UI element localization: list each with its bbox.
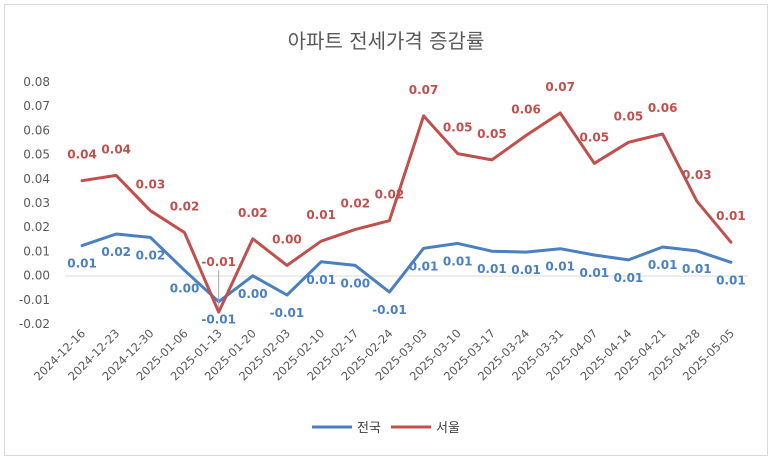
- legend-label-series-2: 서울: [436, 421, 460, 436]
- legend-label-series-1: 전국: [357, 421, 381, 436]
- data-label-series-1: 0.01: [545, 260, 575, 274]
- chart-frame: [4, 4, 768, 456]
- x-axis: 2024-12-162024-12-232024-12-302025-01-06…: [31, 326, 737, 383]
- data-label-series-1: 0.01: [716, 273, 746, 287]
- data-label-series-1: -0.01: [270, 306, 305, 320]
- data-labels-group: 0.010.02 0.020.00-0.010.00-0.010.01 0.00-0…: [67, 80, 745, 327]
- y-tick-label: 0.01: [23, 244, 50, 258]
- data-label-series-1: 0.01: [67, 257, 97, 271]
- legend: 전국 서울: [312, 421, 460, 436]
- data-label-series-2: 0.00: [272, 232, 302, 246]
- data-label-series-2: 0.07: [409, 83, 439, 97]
- data-label-series-1: 0.02: [136, 248, 166, 262]
- data-label-series-2: 0.03: [136, 178, 166, 192]
- data-label-series-2: 0.02: [340, 196, 370, 210]
- y-tick-label: -0.02: [19, 317, 50, 331]
- data-label-series-1: 0.00: [170, 281, 200, 295]
- y-tick-label: 0.00: [23, 269, 50, 283]
- data-label-series-2: 0.04: [67, 148, 97, 162]
- data-label-series-1: 0.01: [580, 266, 610, 280]
- data-label-series-2: 0.07: [545, 80, 575, 94]
- y-tick-label: -0.01: [19, 293, 50, 307]
- y-tick-label: 0.03: [23, 196, 50, 210]
- data-label-series-2: 0.04: [101, 142, 131, 156]
- data-label-series-2: 0.03: [682, 168, 712, 182]
- data-label-series-2: 0.05: [477, 127, 507, 141]
- series-line-1: [80, 232, 733, 304]
- y-axis: 0.08 0.07 0.06 0.05 0.04 0.03 0.02 0.01 0.00 -0.0…: [19, 75, 50, 331]
- data-label-series-1: 0.00: [340, 276, 370, 290]
- data-label-series-1: 0.01: [682, 262, 712, 276]
- data-label-series-1: 0.01: [614, 271, 644, 285]
- data-label-series-1: 0.00: [238, 287, 268, 301]
- data-label-series-1: 0.01: [306, 273, 336, 287]
- data-label-series-2: 0.05: [614, 109, 644, 123]
- y-tick-label: 0.08: [23, 75, 50, 89]
- data-label-series-2: 0.02: [238, 206, 268, 220]
- y-tick-label: 0.02: [23, 220, 50, 234]
- y-tick-label: 0.06: [23, 123, 50, 137]
- data-label-series-2: 0.02: [375, 188, 405, 202]
- series-line-2: [80, 111, 733, 314]
- data-label-series-2: 0.06: [648, 101, 678, 115]
- data-label-series-1: 0.01: [443, 254, 473, 268]
- y-tick-label: 0.04: [23, 172, 50, 186]
- data-label-series-2: 0.05: [580, 130, 610, 144]
- data-label-series-1: 0.01: [409, 259, 439, 273]
- data-label-series-1: 0.01: [477, 262, 507, 276]
- y-tick-label: 0.07: [23, 99, 50, 113]
- data-label-series-2: 0.05: [443, 121, 473, 135]
- data-label-series-1: -0.01: [372, 303, 407, 317]
- data-label-series-2: 0.01: [716, 209, 746, 223]
- data-label-series-1: 0.01: [511, 263, 541, 277]
- data-label-series-1: 0.01: [648, 258, 678, 272]
- data-label-series-2: 0.01: [306, 208, 336, 222]
- data-label-series-2: 0.06: [511, 102, 541, 116]
- chart-title: 아파트 전세가격 증감률: [288, 29, 485, 53]
- y-tick-label: 0.05: [23, 148, 50, 162]
- series-group: [80, 111, 733, 314]
- data-label-series-2: -0.01: [201, 255, 236, 269]
- data-label-series-2: 0.02: [170, 200, 200, 214]
- data-label-series-1: 0.02: [101, 245, 131, 259]
- data-label-series-1: -0.01: [201, 313, 236, 327]
